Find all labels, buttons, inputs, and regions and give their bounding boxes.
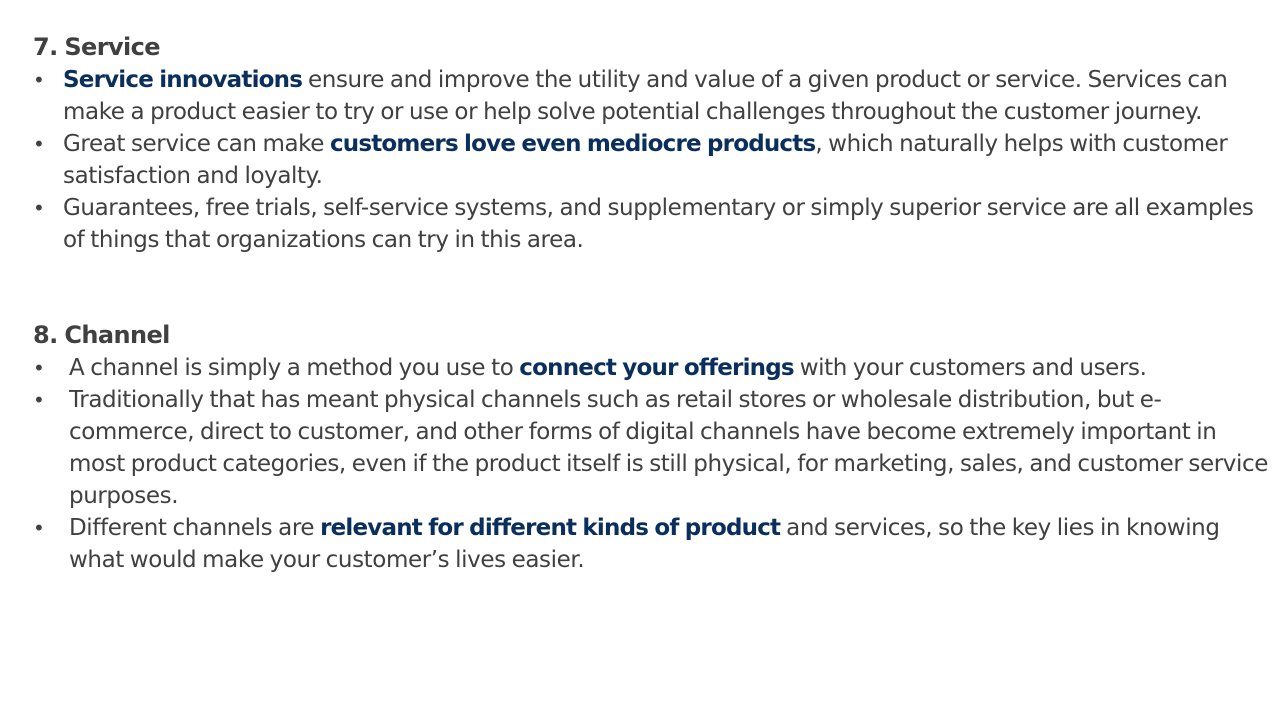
bullet-icon: •	[33, 388, 45, 412]
bullet-icon: •	[33, 356, 45, 380]
section-service: 7. Service • Service innovations ensure a…	[33, 30, 1273, 256]
list-item: • A channel is simply a method you use to…	[33, 352, 1273, 384]
section-heading-service: 7. Service	[33, 33, 161, 61]
bullet-list-service: • Service innovations ensure and improve …	[33, 64, 1273, 256]
section-heading-channel: 8. Channel	[33, 321, 170, 349]
section-channel: 8. Channel • A channel is simply a method…	[33, 318, 1273, 576]
item-text: Different channels are	[69, 515, 321, 541]
list-item: • Service innovations ensure and improve …	[33, 64, 1273, 128]
item-text: ensure and improve the utility and value…	[63, 67, 1228, 125]
bullet-icon: •	[33, 68, 45, 92]
item-highlight: customers love even mediocre products	[329, 131, 816, 157]
bullet-icon: •	[33, 196, 45, 220]
list-item: • Guarantees, free trials, self-service s…	[33, 192, 1273, 256]
item-highlight: connect your offerings	[519, 355, 794, 381]
bullet-icon: •	[33, 132, 45, 156]
list-item: • Traditionally that has meant physical c…	[33, 384, 1273, 512]
list-item: • Great service can make customers love e…	[33, 128, 1273, 192]
bullet-icon: •	[33, 516, 45, 540]
item-text: and services, so the key lies in knowing…	[69, 515, 1220, 573]
item-text: A channel is simply a method you use to	[69, 355, 520, 381]
item-text: Great service can make	[63, 131, 330, 157]
item-text: with your customers and users.	[793, 355, 1147, 381]
item-highlight: relevant for different kinds of product	[320, 515, 781, 541]
list-item: • Different channels are relevant for dif…	[33, 512, 1273, 576]
item-text: Guarantees, free trials, self-service sy…	[63, 195, 1254, 253]
item-highlight: Service innovations	[63, 67, 303, 93]
item-text: Traditionally that has meant physical ch…	[69, 387, 1268, 509]
item-text: , which naturally helps with customer sa…	[63, 131, 1228, 189]
bullet-list-channel: • A channel is simply a method you use to…	[33, 352, 1273, 576]
